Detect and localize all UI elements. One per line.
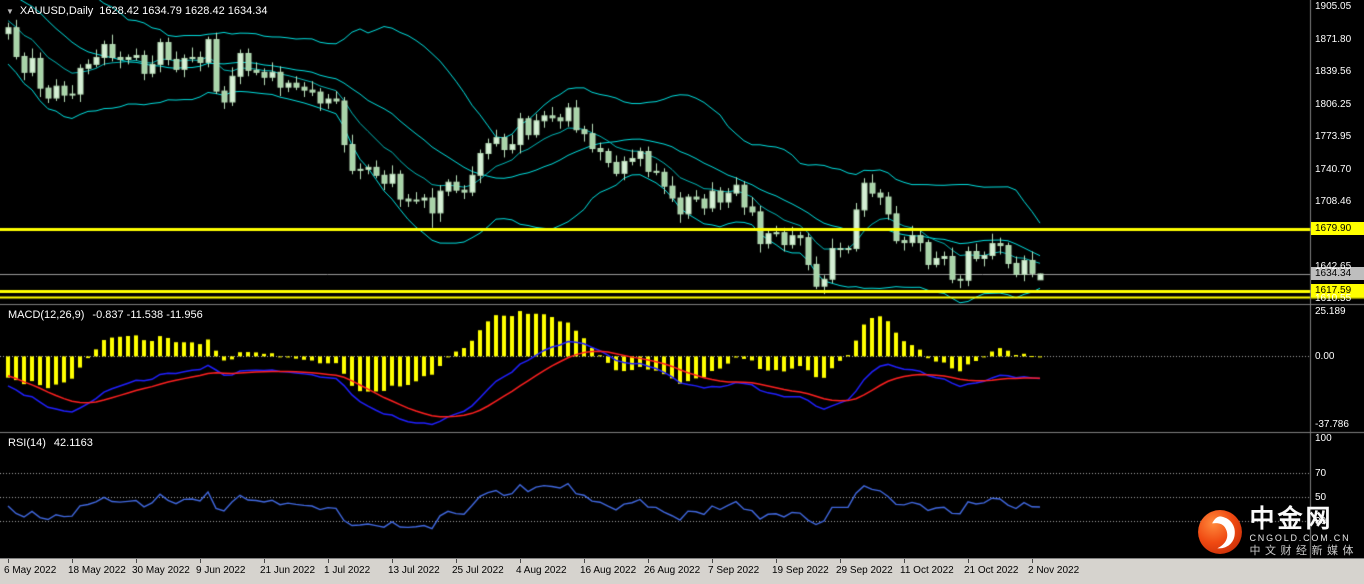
date-label: 18 May 2022 xyxy=(68,565,126,576)
price-axis-label: 1773.95 xyxy=(1315,130,1352,142)
date-tick xyxy=(264,559,265,563)
date-label: 9 Jun 2022 xyxy=(196,565,246,576)
cngold-logo-icon xyxy=(1197,509,1242,554)
brand-tagline: 中文财经新媒体 xyxy=(1249,545,1358,558)
date-label: 26 Aug 2022 xyxy=(644,565,701,576)
brand-name: 中金网 xyxy=(1249,504,1334,533)
rsi-indicator-name: RSI(14) xyxy=(8,437,46,449)
date-tick xyxy=(1032,559,1033,563)
date-tick xyxy=(840,559,841,563)
date-label: 1 Jul 2022 xyxy=(324,565,371,576)
date-tick xyxy=(520,559,521,563)
chart-title: ▼ XAUUSD,Daily 1628.42 1634.79 1628.42 1… xyxy=(6,5,268,17)
date-tick xyxy=(328,559,329,563)
rsi-axis-label: 30 xyxy=(1315,515,1327,527)
date-label: 16 Aug 2022 xyxy=(580,565,637,576)
date-label: 19 Sep 2022 xyxy=(772,565,829,576)
date-label: 29 Sep 2022 xyxy=(836,565,893,576)
macd-indicator-label: MACD(12,26,9) -0.837 -11.538 -11.956 xyxy=(8,309,203,321)
rsi-indicator-label: RSI(14) 42.1163 xyxy=(8,437,93,449)
date-tick xyxy=(776,559,777,563)
date-tick xyxy=(968,559,969,563)
price-axis-label: 1806.25 xyxy=(1315,98,1352,110)
rsi-indicator-value: 42.1163 xyxy=(53,437,93,449)
macd-indicator-name: MACD(12,26,9) xyxy=(8,309,85,321)
date-tick xyxy=(200,559,201,563)
date-label: 7 Sep 2022 xyxy=(708,565,760,576)
ohlc-values: 1628.42 1634.79 1628.42 1634.34 xyxy=(99,5,268,17)
date-axis[interactable]: 6 May 2022 18 May 2022 30 May 2022 9 Jun 20… xyxy=(0,558,1364,584)
date-tick xyxy=(904,559,905,563)
price-axis-label: 1740.70 xyxy=(1315,163,1352,175)
date-tick xyxy=(456,559,457,563)
macd-axis-label: 25.189 xyxy=(1315,306,1346,318)
date-label: 13 Jul 2022 xyxy=(388,565,440,576)
rsi-axis-label: 100 xyxy=(1315,433,1332,444)
macd-axis-label: 0.00 xyxy=(1315,351,1335,363)
symbol-marker-icon: ▼ xyxy=(6,6,14,16)
macd-indicator-values: -0.837 -11.538 -11.956 xyxy=(92,309,203,321)
date-label: 25 Jul 2022 xyxy=(452,565,504,576)
date-tick xyxy=(136,559,137,563)
price-axis-label: 1905.05 xyxy=(1315,0,1352,12)
date-label: 21 Jun 2022 xyxy=(260,565,316,576)
date-tick xyxy=(72,559,73,563)
date-label: 6 May 2022 xyxy=(4,565,57,576)
date-tick xyxy=(584,559,585,563)
rsi-axis-label: 50 xyxy=(1315,492,1327,503)
price-axis-label: 1708.46 xyxy=(1315,195,1352,207)
date-label: 11 Oct 2022 xyxy=(900,565,954,576)
date-tick xyxy=(8,559,9,563)
hline-upper-price-label: 1679.90 xyxy=(1311,222,1364,236)
bid-price-label: 1634.34 xyxy=(1311,267,1364,281)
symbol-name: XAUUSD,Daily xyxy=(19,5,94,17)
date-tick xyxy=(712,559,713,563)
price-axis-label: 1839.56 xyxy=(1315,65,1352,77)
date-label: 4 Aug 2022 xyxy=(516,565,567,576)
date-tick xyxy=(392,559,393,563)
rsi-axis-label: 70 xyxy=(1315,468,1327,480)
date-label: 21 Oct 2022 xyxy=(964,565,1019,576)
price-axis-label: 1610.55 xyxy=(1315,292,1352,304)
date-tick xyxy=(648,559,649,563)
date-label: 2 Nov 2022 xyxy=(1028,565,1080,576)
price-axis-label: 1871.80 xyxy=(1315,33,1352,45)
macd-axis-label: -37.786 xyxy=(1315,419,1349,431)
brand-domain: CNGOLD.COM.CN xyxy=(1249,533,1351,544)
date-label: 30 May 2022 xyxy=(132,565,190,576)
hline-lower-price-label: 1617.59 xyxy=(1311,284,1364,298)
cngold-watermark: 中金网 CNGOLD.COM.CN 中文财经新媒体 xyxy=(1197,506,1359,558)
price-axis-label: 1642.65 xyxy=(1315,260,1352,272)
